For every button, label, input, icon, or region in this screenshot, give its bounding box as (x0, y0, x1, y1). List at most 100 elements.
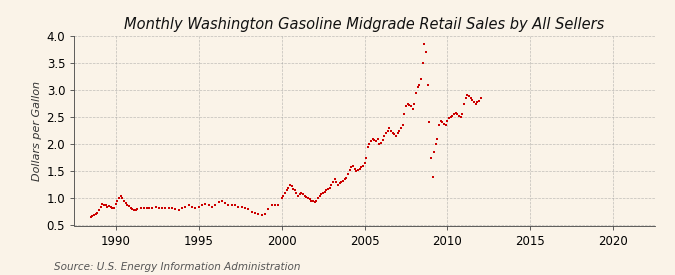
Point (392, 131, 403, 136)
Point (336, 180, 347, 184)
Point (150, 205, 161, 209)
Point (340, 177, 350, 182)
Point (200, 202, 211, 206)
Point (349, 166, 360, 171)
Point (437, 120, 448, 125)
Point (193, 204, 204, 209)
Point (409, 101, 420, 106)
Point (358, 164, 369, 168)
Point (263, 207, 273, 211)
Point (341, 176, 352, 180)
Point (406, 104, 416, 108)
Point (439, 121, 450, 126)
Point (452, 112, 463, 117)
Point (284, 183, 295, 187)
Point (442, 119, 453, 123)
Point (95, 204, 106, 209)
Point (223, 203, 234, 207)
Point (153, 205, 164, 210)
Point (230, 203, 240, 208)
Point (296, 191, 307, 195)
Point (384, 126, 395, 130)
Point (338, 179, 348, 183)
Point (278, 194, 289, 198)
Point (180, 204, 191, 209)
Point (456, 115, 466, 119)
Point (94, 208, 105, 213)
Point (376, 141, 387, 145)
Point (417, 61, 428, 65)
Point (266, 203, 277, 208)
Point (398, 123, 408, 127)
Point (454, 114, 464, 118)
Point (410, 90, 421, 95)
Point (90, 211, 101, 216)
Point (173, 208, 184, 212)
Point (371, 139, 381, 144)
Point (435, 119, 446, 123)
Point (281, 188, 292, 192)
Point (344, 168, 355, 172)
Point (217, 199, 227, 203)
Point (132, 207, 142, 211)
Point (92, 211, 103, 215)
Point (293, 194, 304, 198)
Point (470, 101, 481, 106)
Point (304, 197, 315, 202)
Point (327, 180, 338, 184)
Point (450, 111, 461, 115)
Point (447, 114, 458, 118)
Point (389, 132, 400, 137)
Point (407, 107, 418, 111)
Point (331, 180, 342, 184)
Point (342, 172, 353, 176)
Point (260, 211, 271, 216)
Point (379, 134, 389, 138)
Point (351, 169, 362, 174)
Point (243, 207, 254, 211)
Point (418, 42, 429, 46)
Point (120, 200, 131, 205)
Point (190, 205, 200, 210)
Point (434, 123, 445, 127)
Point (160, 206, 171, 210)
Point (431, 142, 441, 146)
Point (346, 165, 356, 169)
Point (366, 139, 377, 144)
Point (88, 213, 99, 217)
Point (364, 142, 375, 146)
Point (184, 203, 194, 207)
Point (315, 194, 325, 198)
Point (474, 99, 485, 103)
Point (135, 206, 146, 210)
Point (360, 156, 371, 160)
Point (109, 206, 119, 210)
Point (377, 138, 388, 142)
Point (425, 156, 436, 160)
Point (367, 137, 378, 141)
Point (414, 82, 425, 87)
Point (294, 192, 305, 196)
Point (326, 183, 337, 187)
Point (329, 177, 340, 182)
Point (301, 195, 312, 199)
Point (269, 203, 280, 207)
Point (279, 191, 290, 195)
Point (122, 203, 133, 207)
Point (356, 165, 367, 169)
Point (359, 161, 370, 165)
Point (432, 137, 443, 141)
Point (126, 206, 136, 210)
Point (449, 112, 460, 117)
Point (316, 192, 327, 196)
Point (308, 199, 319, 203)
Point (396, 126, 406, 130)
Point (196, 203, 207, 207)
Point (256, 213, 267, 217)
Point (246, 210, 257, 214)
Point (112, 199, 123, 203)
Point (412, 85, 423, 89)
Point (240, 205, 250, 210)
Point (475, 96, 486, 100)
Point (427, 175, 438, 179)
